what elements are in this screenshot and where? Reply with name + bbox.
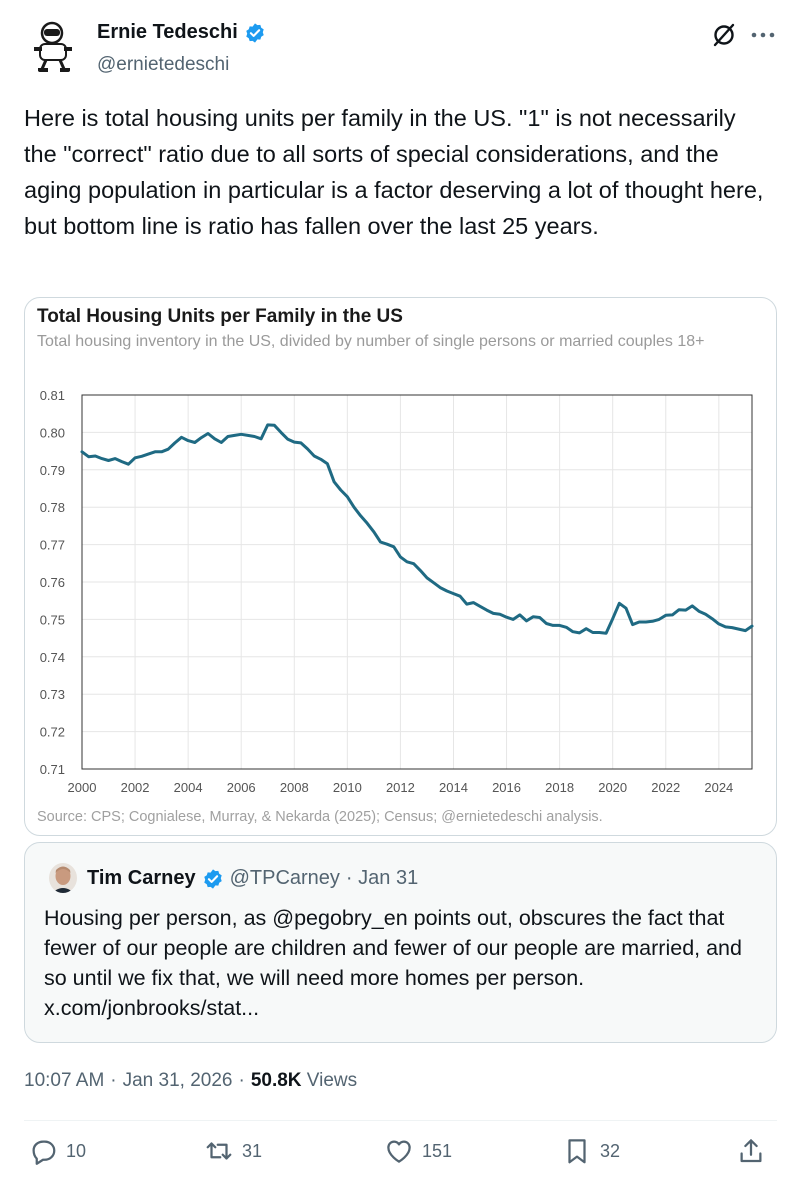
x-tick-label: 2018	[545, 780, 574, 795]
chart-source: Source: CPS; Cognialese, Murray, & Nekar…	[37, 809, 603, 825]
chart-image[interactable]: 0.81 0.80 0.79 0.78 0.77 0.76 0.75 0.74 0.73 0.72…	[24, 297, 777, 836]
views-count: 50.8K	[250, 1070, 302, 1091]
x-tick-label: 2012	[386, 780, 415, 795]
meta-separator: ·	[238, 1070, 245, 1091]
tweet-text: Here is total housing units per family i…	[24, 105, 764, 239]
reply-button[interactable]: 10	[28, 1136, 86, 1166]
x-tick-label: 2014	[439, 780, 468, 795]
heart-icon	[387, 1140, 411, 1163]
x-tick-label: 2008	[280, 780, 309, 795]
quote-author-name[interactable]: Tim Carney	[87, 867, 196, 889]
tweet-meta: 10:07 AM · Jan 31, 2026 · 50.8K Views	[24, 1070, 357, 1092]
bookmark-button[interactable]: 32	[562, 1136, 620, 1166]
author-avatar[interactable]	[24, 14, 84, 76]
share-icon	[740, 1139, 762, 1163]
y-tick-label: 0.80	[40, 425, 65, 440]
y-tick-label: 0.79	[40, 463, 65, 478]
verified-badge-icon	[246, 22, 264, 43]
y-tick-label: 0.81	[40, 388, 65, 403]
x-tick-label: 2020	[598, 780, 627, 795]
y-tick-label: 0.75	[40, 612, 65, 627]
chart-subtitle: Total housing inventory in the US, divid…	[37, 333, 705, 350]
repost-button[interactable]: 31	[204, 1136, 262, 1166]
quote-verified-badge-icon	[203, 868, 222, 889]
reply-count: 10	[66, 1140, 87, 1161]
housing-line-chart: 0.81 0.80 0.79 0.78 0.77 0.76 0.75 0.74 0.73 0.72…	[40, 388, 754, 795]
y-tick-label: 0.72	[40, 725, 65, 740]
y-tick-label: 0.74	[40, 650, 65, 665]
y-tick-label: 0.77	[40, 538, 65, 553]
x-tick-label: 2004	[174, 780, 203, 795]
x-tick-label: 2002	[121, 780, 150, 795]
x-tick-label: 2022	[651, 780, 680, 795]
more-options-icon[interactable]	[749, 22, 777, 48]
divider	[24, 1120, 777, 1121]
repost-count: 31	[242, 1140, 263, 1161]
y-tick-label: 0.71	[40, 762, 65, 777]
bookmark-count: 32	[600, 1140, 621, 1161]
meta-separator: ·	[110, 1070, 117, 1091]
share-button[interactable]	[736, 1136, 766, 1166]
quote-text: Housing per person, as @pegobry_en point…	[44, 903, 764, 1023]
x-tick-label: 2000	[68, 780, 97, 795]
y-tick-label: 0.73	[40, 687, 65, 702]
action-bar: 10 31 151 32	[24, 1136, 777, 1176]
quote-author-avatar[interactable]	[49, 863, 77, 893]
views-label: Views	[306, 1070, 358, 1091]
quoted-tweet[interactable]: Tim Carney @TPCarney · Jan 31 Housing pe…	[24, 842, 777, 1043]
x-tick-label: 2006	[227, 780, 256, 795]
like-button[interactable]: 151	[384, 1136, 452, 1166]
x-tick-label: 2024	[704, 780, 733, 795]
grok-icon[interactable]	[711, 22, 737, 48]
quote-author-handle[interactable]: @TPCarney	[229, 867, 340, 889]
series-line	[80, 423, 754, 635]
like-count: 151	[422, 1140, 453, 1161]
bookmark-icon	[568, 1139, 586, 1164]
y-tick-label: 0.76	[40, 575, 65, 590]
y-tick-label: 0.78	[40, 500, 65, 515]
chart-title: Total Housing Units per Family in the US	[37, 306, 403, 327]
quote-body: Housing per person, as @pegobry_en point…	[44, 906, 742, 990]
author-name[interactable]: Ernie Tedeschi	[97, 21, 238, 43]
tweet-time[interactable]: 10:07 AM	[24, 1070, 105, 1091]
quote-date: · Jan 31	[345, 867, 419, 889]
x-tick-label: 2016	[492, 780, 521, 795]
plot-frame	[81, 394, 753, 770]
repost-icon	[206, 1142, 232, 1160]
tweet-date[interactable]: Jan 31, 2026	[122, 1070, 233, 1091]
reply-icon	[32, 1140, 56, 1165]
tweet-header: Ernie Tedeschi @ernietedeschi	[24, 14, 777, 78]
quote-link[interactable]: x.com/jonbrooks/stat...	[44, 996, 260, 1020]
author-handle[interactable]: @ernietedeschi	[97, 54, 230, 75]
x-tick-label: 2010	[333, 780, 362, 795]
